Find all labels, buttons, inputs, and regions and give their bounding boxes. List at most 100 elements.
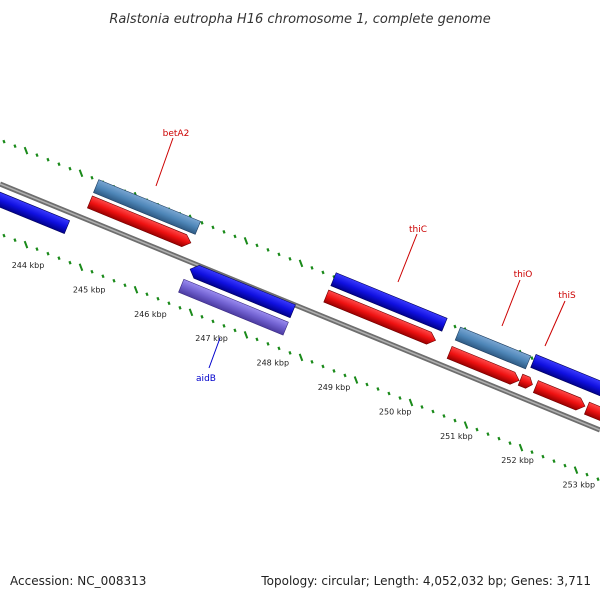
- lower-tick-mark: [387, 391, 391, 396]
- gene-arrow-red-4[interactable]: [532, 380, 587, 413]
- lower-tick-mark: [2, 233, 6, 238]
- scale-tick-label: 249 kbp: [318, 383, 351, 392]
- scale-tick-label: 250 kbp: [379, 407, 412, 416]
- lower-tick-mark: [585, 472, 589, 477]
- gene-label-thiC[interactable]: thiC: [409, 225, 427, 235]
- upper-tick-mark: [321, 270, 325, 275]
- map-title: Ralstonia eutropha H16 chromosome 1, com…: [109, 12, 490, 27]
- scale-tick-label: 245 kbp: [73, 285, 106, 294]
- gene-arrow-red-2[interactable]: [323, 289, 438, 347]
- gene-arrow-betA2[interactable]: [93, 179, 201, 235]
- upper-tick-mark: [200, 220, 204, 225]
- upper-tick-mark: [233, 234, 237, 239]
- lower-tick-mark: [57, 256, 61, 261]
- gene-labels: betA2 thiC thiO thiS aidB: [163, 129, 576, 384]
- gene-label-aidB[interactable]: aidB: [196, 374, 216, 384]
- lower-tick-mark: [530, 450, 534, 455]
- upper-tick-mark: [298, 259, 304, 268]
- gene-arrow-thiS[interactable]: [530, 354, 600, 410]
- genome-summary-text: Topology: circular; Length: 4,052,032 bp…: [261, 574, 591, 588]
- lower-tick-mark: [46, 251, 50, 256]
- lower-tick-mark: [23, 240, 29, 249]
- lower-tick-mark: [365, 382, 369, 387]
- gene-label-thiO[interactable]: thiO: [514, 270, 533, 280]
- lower-tick-mark: [298, 353, 304, 362]
- scale-labels: 244 kbp 245 kbp 246 kbp 247 kbp 248 kbp 249 k…: [12, 261, 595, 490]
- gene-arrow-aidB[interactable]: [178, 278, 289, 336]
- gene-arrow-blue-left[interactable]: [0, 182, 71, 235]
- lower-tick-mark: [486, 432, 490, 436]
- gene-arrow-thiC[interactable]: [330, 272, 448, 332]
- lower-tick-mark: [398, 396, 402, 400]
- lower-tick-mark: [453, 418, 457, 423]
- upper-tick-mark: [288, 257, 292, 261]
- lower-tick-mark: [343, 373, 347, 378]
- lower-tick-mark: [178, 305, 182, 310]
- lower-tick-mark: [376, 387, 380, 391]
- gene-arrow-thiO[interactable]: [454, 326, 532, 370]
- gene-arrow-red-3[interactable]: [446, 346, 521, 386]
- lower-tick-mark: [255, 337, 259, 342]
- upper-tick-mark: [266, 247, 270, 252]
- lower-tick-mark: [288, 351, 292, 355]
- upper-tick-mark: [211, 225, 215, 230]
- upper-tick-mark: [23, 146, 29, 155]
- lower-tick-mark: [563, 463, 567, 468]
- scale-tick-label: 244 kbp: [12, 261, 45, 270]
- upper-tick-mark: [2, 139, 6, 144]
- lower-tick-mark: [222, 323, 226, 328]
- lower-tick-mark: [101, 274, 105, 279]
- lower-tick-mark: [90, 269, 94, 274]
- lower-tick-mark: [310, 360, 314, 364]
- lower-tick-mark: [573, 466, 579, 475]
- lower-tick-mark: [463, 421, 469, 429]
- lower-tick-mark: [442, 414, 446, 418]
- lower-tick-mark: [353, 376, 359, 384]
- lower-tick-mark: [35, 247, 39, 252]
- lower-tick-mark: [167, 301, 171, 306]
- upper-tick-mark: [13, 144, 17, 149]
- lower-tick-mark: [266, 341, 270, 346]
- lower-tick-mark: [408, 398, 414, 407]
- lower-tick-mark: [552, 459, 556, 464]
- lower-tick-mark: [243, 331, 249, 339]
- gene-arrow-red-5[interactable]: [583, 401, 600, 436]
- lower-tick-mark: [133, 285, 139, 294]
- gene-label-connectors: [155, 137, 566, 369]
- upper-tick-mark: [78, 169, 84, 178]
- lower-tick-mark: [200, 314, 204, 319]
- lower-tick-mark: [596, 477, 600, 482]
- upper-tick-mark: [90, 175, 94, 180]
- lower-tick-mark: [156, 296, 160, 301]
- upper-tick-mark: [68, 166, 72, 171]
- upper-tick-mark: [530, 356, 534, 361]
- lower-tick-mark: [518, 443, 524, 452]
- gene-arrow-blue-reverse[interactable]: [187, 263, 296, 319]
- gene-arrow-red-small[interactable]: [517, 373, 535, 390]
- upper-tick-mark: [57, 162, 61, 167]
- scale-tick-label: 247 kbp: [195, 334, 228, 343]
- lower-tick-mark: [541, 454, 545, 459]
- gene-features: [0, 179, 600, 436]
- gene-label-betA2[interactable]: betA2: [163, 129, 190, 139]
- scale-tick-label: 253 kbp: [562, 481, 595, 490]
- lower-tick-mark: [112, 278, 116, 283]
- lower-tick-mark: [211, 319, 215, 324]
- upper-tick-mark: [222, 229, 226, 234]
- lower-tick-mark: [13, 238, 17, 243]
- lower-tick-mark: [420, 405, 424, 409]
- upper-tick-mark: [277, 252, 281, 257]
- gene-arrow-red-1[interactable]: [86, 195, 193, 249]
- dna-backbone: [0, 181, 600, 433]
- gene-label-thiS[interactable]: thiS: [558, 291, 576, 301]
- lower-tick-mark: [233, 328, 237, 333]
- upper-tick-mark: [255, 243, 259, 248]
- upper-tick-mark: [35, 153, 39, 158]
- lower-tick-mark: [68, 260, 72, 265]
- lower-tick-mark: [145, 292, 149, 297]
- lower-tick-mark: [78, 263, 84, 272]
- upper-tick-mark: [46, 157, 50, 162]
- accession-text: Accession: NC_008313: [10, 574, 147, 588]
- upper-tick-mark: [453, 324, 457, 329]
